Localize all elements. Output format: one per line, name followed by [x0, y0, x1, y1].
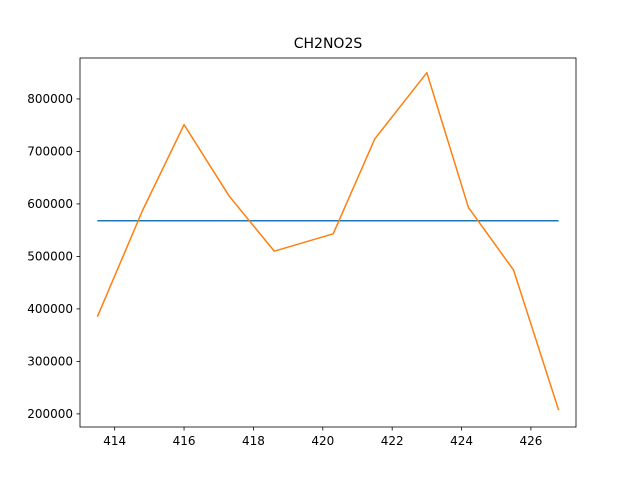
- x-tick-label: 414: [103, 434, 126, 448]
- x-tick-label: 420: [311, 434, 334, 448]
- y-tick-label: 500000: [27, 249, 73, 263]
- x-tick-label: 426: [519, 434, 542, 448]
- y-tick-label: 400000: [27, 302, 73, 316]
- axes-frame: [79, 57, 577, 428]
- y-tick-label: 200000: [27, 407, 73, 421]
- x-tick-label: 416: [173, 434, 196, 448]
- y-tick-label: 600000: [27, 197, 73, 211]
- y-tick-label: 800000: [27, 92, 73, 106]
- series-line-2: [96, 71, 560, 411]
- x-tick-label: 424: [450, 434, 473, 448]
- plot-area: 414 416 418 420 422 424 426 200000 300000 400000 5…: [27, 57, 577, 448]
- x-tick-label: 422: [381, 434, 404, 448]
- x-tick-label: 418: [242, 434, 265, 448]
- y-tick-label: 700000: [27, 144, 73, 158]
- y-tick-label: 300000: [27, 354, 73, 368]
- chart-title: CH2NO2S: [294, 36, 363, 52]
